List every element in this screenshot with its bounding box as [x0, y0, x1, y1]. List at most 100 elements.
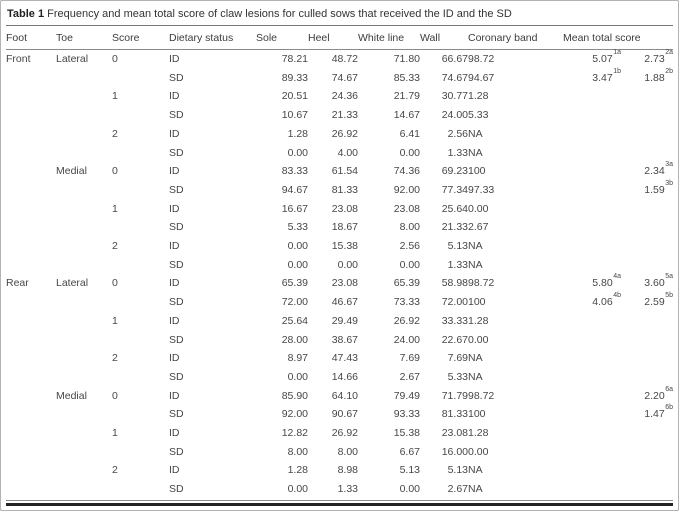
- col-header-mean-total-score: Mean total score: [563, 26, 673, 50]
- cell-mean-total-score-toe: [621, 331, 673, 350]
- cell-sole: 8.97: [287, 352, 308, 365]
- col-header-toe: Toe: [56, 26, 112, 50]
- cell-coronary-band: 2.67: [468, 221, 489, 234]
- cell-score: [112, 331, 169, 350]
- mean-score-value: 2.34: [644, 165, 665, 178]
- col-header-coronary-band: Coronary band: [468, 26, 563, 50]
- cell-dietary-status: SD: [169, 445, 184, 458]
- table-row: Front Lateral 0 ID 78.21 48.72 71.80 66.…: [6, 49, 673, 69]
- cell-score: 0: [112, 53, 118, 65]
- cell-coronary-band: 98.72: [468, 389, 495, 402]
- cell-white-line: 93.33: [393, 408, 420, 421]
- cell-toe: [56, 125, 112, 144]
- cell-score: [112, 144, 169, 163]
- cell-white-line: 2.67: [399, 370, 420, 383]
- cell-coronary-band: 100: [468, 296, 486, 309]
- cell-mean-total-score-foot: [563, 424, 621, 443]
- cell-foot: [6, 387, 56, 406]
- cell-toe: Medial: [56, 389, 87, 402]
- cell-heel: 46.67: [331, 296, 358, 309]
- cell-mean-total-score-toe: 3.605a: [621, 273, 673, 293]
- cell-mean-total-score-foot: [563, 443, 621, 462]
- cell-foot: [6, 312, 56, 331]
- cell-white-line: 85.33: [393, 71, 420, 84]
- cell-foot: Rear: [6, 277, 29, 290]
- cell-sole: 0.00: [287, 370, 308, 383]
- cell-sole: 28.00: [281, 333, 308, 346]
- cell-mean-total-score-foot: [563, 181, 621, 200]
- cell-white-line: 65.39: [393, 277, 420, 290]
- mean-score-value: 2.59: [644, 296, 665, 309]
- cell-sole: 1.28: [287, 464, 308, 477]
- cell-foot: [6, 256, 56, 275]
- cell-coronary-band: NA: [468, 127, 483, 140]
- cell-sole: 83.33: [281, 165, 308, 178]
- cell-mean-total-score-toe: [621, 461, 673, 480]
- cell-foot: [6, 480, 56, 499]
- cell-score: [112, 218, 169, 237]
- cell-sole: 1.28: [287, 127, 308, 140]
- cell-toe: [56, 69, 112, 88]
- cell-score: [112, 181, 169, 200]
- table-row: Rear Lateral 0 ID 65.39 23.08 65.39 58.9…: [6, 273, 673, 293]
- cell-mean-total-score-foot: [563, 349, 621, 368]
- cell-mean-total-score-foot: [563, 331, 621, 350]
- cell-wall: 16.00: [441, 445, 468, 458]
- cell-heel: 1.33: [337, 483, 358, 496]
- cell-foot: [6, 200, 56, 219]
- cell-wall: 23.08: [441, 427, 468, 440]
- mean-score-value: 1.47: [644, 408, 665, 421]
- cell-score: 1: [112, 314, 118, 327]
- cell-sole: 20.51: [281, 90, 308, 103]
- cell-sole: 12.82: [281, 427, 308, 440]
- table-row: SD 10.67 21.33 14.67 24.00 5.33: [6, 106, 673, 125]
- cell-white-line: 0.00: [399, 258, 420, 271]
- cell-toe: [56, 480, 112, 499]
- cell-white-line: 74.36: [393, 165, 420, 178]
- cell-mean-total-score-toe: 2.343a: [621, 161, 673, 181]
- cell-wall: 25.64: [441, 202, 468, 215]
- table-row: 1 ID 12.82 26.92 15.38 23.08 1.28: [6, 424, 673, 443]
- cell-dietary-status: ID: [169, 314, 180, 327]
- cell-mean-total-score-foot: [563, 312, 621, 331]
- table-row: SD 92.00 90.67 93.33 81.33 100 1.476b: [6, 404, 673, 424]
- cell-score: [112, 106, 169, 125]
- cell-sole: 25.64: [281, 314, 308, 327]
- cell-heel: 64.10: [331, 389, 358, 402]
- col-header-dietary-status: Dietary status: [169, 26, 256, 50]
- cell-toe: [56, 349, 112, 368]
- cell-foot: [6, 443, 56, 462]
- header-row: Foot Toe Score Dietary status Sole Heel …: [6, 26, 673, 50]
- cell-toe: [56, 237, 112, 256]
- cell-foot: [6, 218, 56, 237]
- cell-heel: 61.54: [331, 165, 358, 178]
- cell-toe: [56, 368, 112, 387]
- cell-score: [112, 368, 169, 387]
- cell-toe: [56, 293, 112, 312]
- cell-heel: 21.33: [331, 109, 358, 122]
- cell-coronary-band: NA: [468, 240, 483, 253]
- cell-dietary-status: ID: [169, 277, 180, 290]
- cell-dietary-status: SD: [169, 109, 184, 122]
- cell-toe: [56, 87, 112, 106]
- cell-mean-total-score-toe: [621, 106, 673, 125]
- cell-coronary-band: 1.28: [468, 427, 489, 440]
- cell-wall: 69.23: [441, 165, 468, 178]
- cell-dietary-status: ID: [169, 464, 180, 477]
- cell-coronary-band: 94.67: [468, 71, 495, 84]
- cell-foot: [6, 237, 56, 256]
- cell-heel: 48.72: [331, 53, 358, 65]
- col-header-score: Score: [112, 26, 169, 50]
- cell-foot: [6, 293, 56, 312]
- table-caption-text: Frequency and mean total score of claw l…: [47, 8, 512, 20]
- cell-mean-total-score-toe: [621, 443, 673, 462]
- table-header: Foot Toe Score Dietary status Sole Heel …: [6, 26, 673, 50]
- cell-toe: [56, 461, 112, 480]
- cell-wall: 2.56: [447, 127, 468, 140]
- cell-score: 2: [112, 240, 118, 253]
- cell-heel: 29.49: [331, 314, 358, 327]
- cell-mean-total-score-foot: [563, 256, 621, 275]
- cell-wall: 74.67: [441, 71, 468, 84]
- cell-white-line: 14.67: [393, 109, 420, 122]
- cell-sole: 16.67: [281, 202, 308, 215]
